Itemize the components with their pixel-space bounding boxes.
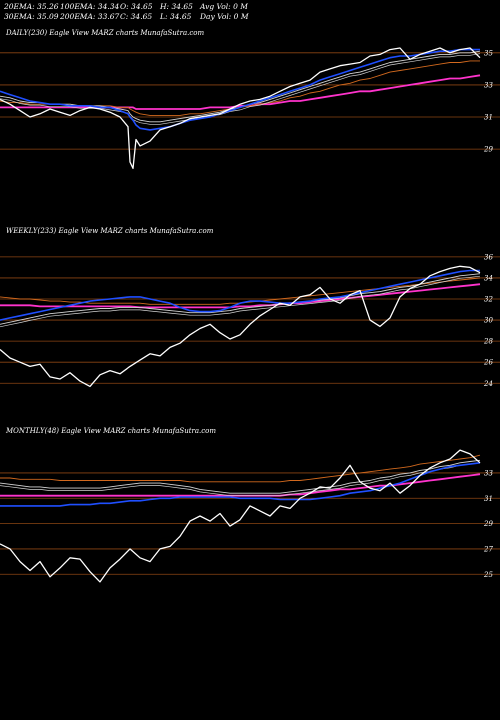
open-value: O: 34.65 [120, 2, 153, 11]
chart-title: WEEKLY(233) Eagle View MARZ charts Munaf… [6, 227, 214, 235]
ema-gray-line-2 [0, 53, 481, 125]
ema-gray-line [0, 273, 481, 325]
low-value: L: 34.65 [160, 12, 192, 21]
ema-orange-line [0, 454, 481, 483]
y-tick-label: 25 [483, 571, 493, 579]
y-tick-label: 31 [484, 495, 493, 503]
y-tick-label: 34 [484, 274, 493, 282]
price-line [0, 449, 481, 583]
chart-title: DAILY(230) Eagle View MARZ charts Munafa… [5, 29, 204, 37]
y-tick-label: 28 [483, 338, 493, 346]
ema30-value: 30EMA: 35.09 [4, 12, 59, 21]
ema-gray-line [0, 459, 481, 494]
day-volume: Day Vol: 0 M [200, 12, 249, 21]
y-tick-label: 29 [483, 146, 493, 154]
ema-magenta-line [0, 283, 481, 309]
y-tick-label: 24 [483, 380, 493, 388]
y-tick-label: 31 [484, 114, 493, 122]
y-tick-label: 36 [484, 253, 493, 261]
chart-title: MONTHLY(48) Eagle View MARZ charts Munaf… [5, 427, 216, 435]
y-tick-label: 26 [483, 359, 493, 367]
chart-panel-1: DAILY(230) Eagle View MARZ charts Munafa… [0, 29, 500, 170]
ema200-value: 200EMA: 33.67 [60, 12, 120, 21]
y-tick-label: 32 [484, 295, 493, 303]
ema-gray-line-2 [0, 462, 481, 497]
y-tick-label: 35 [484, 49, 493, 57]
ema-magenta-line [0, 74, 481, 110]
price-line [0, 265, 481, 388]
ema-magenta-line [0, 473, 481, 497]
chart-panel-3: MONTHLY(48) Eagle View MARZ charts Munaf… [0, 427, 500, 583]
ema100-value: 100EMA: 34.34 [60, 2, 120, 11]
ema-gray-line-2 [0, 275, 481, 328]
y-tick-label: 29 [483, 520, 493, 528]
ema20-value: 20EMA: 35.26 [4, 2, 59, 11]
close-value: C: 34.65 [120, 12, 153, 21]
y-tick-label: 27 [483, 545, 493, 553]
ema-blue-line [0, 462, 481, 507]
price-stats-header: 20EMA: 35.26 100EMA: 34.34 O: 34.65 H: 3… [0, 0, 500, 22]
y-tick-label: 33 [484, 469, 493, 477]
y-tick-label: 30 [484, 317, 493, 325]
y-tick-label: 33 [484, 81, 493, 89]
chart-panel-2: WEEKLY(233) Eagle View MARZ charts Munaf… [0, 227, 500, 388]
price-line [0, 47, 481, 170]
avg-volume: Avg Vol: 0 M [200, 2, 248, 11]
ema-blue-line [0, 48, 480, 131]
ema-blue-line [0, 269, 480, 321]
high-value: H: 34.65 [160, 2, 193, 11]
